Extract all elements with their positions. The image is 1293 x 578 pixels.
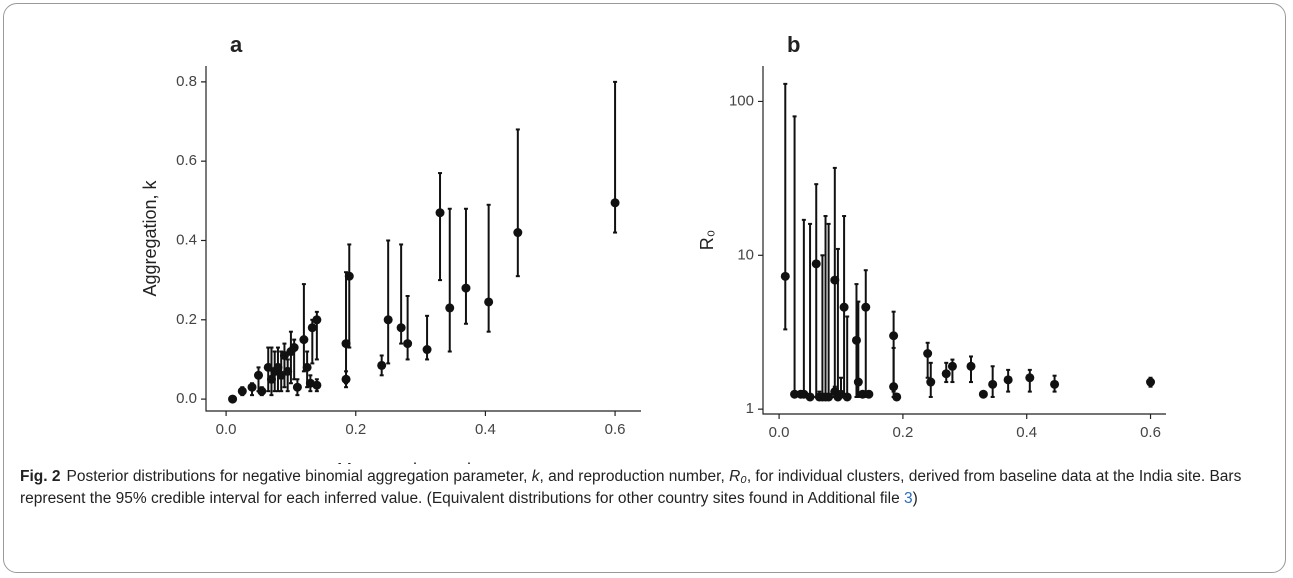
y-tick-label: 1 xyxy=(746,400,754,417)
point xyxy=(276,370,286,380)
y-tick-label: 0.0 xyxy=(176,390,197,407)
point xyxy=(926,377,936,387)
point xyxy=(396,323,406,333)
x-tick-label: 0.0 xyxy=(216,421,237,438)
point xyxy=(811,259,821,269)
x-tick-label: 0.0 xyxy=(769,424,790,441)
point xyxy=(422,345,432,355)
point xyxy=(344,271,354,281)
point xyxy=(403,339,413,349)
point xyxy=(864,389,874,399)
point xyxy=(254,370,264,380)
point xyxy=(805,392,815,402)
point xyxy=(289,343,299,353)
point xyxy=(988,379,998,389)
point xyxy=(312,315,322,325)
caption-text: k xyxy=(531,468,540,485)
point xyxy=(892,392,902,402)
y-tick-label: 100 xyxy=(729,92,754,109)
point xyxy=(299,335,309,345)
y-tick-label: 0.6 xyxy=(176,152,197,169)
x-tick-label: 0.2 xyxy=(892,424,913,441)
point xyxy=(842,392,852,402)
point xyxy=(610,198,620,208)
point xyxy=(461,283,471,293)
x-axis-title: Measured prevalence xyxy=(878,463,1051,464)
point xyxy=(513,228,523,238)
point xyxy=(283,366,293,376)
point xyxy=(1146,377,1156,387)
point xyxy=(302,362,312,372)
point xyxy=(839,302,849,312)
point xyxy=(853,377,863,387)
caption-text: R₀ xyxy=(729,468,747,485)
point xyxy=(292,382,302,392)
point xyxy=(307,323,317,333)
point xyxy=(266,374,276,384)
caption-text: Posterior distributions for negative bin… xyxy=(66,468,532,485)
caption-text: , for individual clusters, derived from … xyxy=(20,468,1242,507)
y-tick-label: 0.4 xyxy=(176,231,197,248)
point xyxy=(830,275,840,285)
point xyxy=(1003,375,1013,385)
point xyxy=(312,380,322,390)
point xyxy=(341,374,351,384)
point xyxy=(263,362,273,372)
caption-link[interactable]: 3 xyxy=(904,490,913,507)
point xyxy=(273,362,283,372)
point xyxy=(377,360,387,370)
point xyxy=(435,208,445,218)
point xyxy=(228,394,238,404)
y-axis-title: R₀ xyxy=(697,230,717,250)
caption-text: , and reproduction number, xyxy=(539,468,730,485)
point xyxy=(341,339,351,349)
panel-letter: b xyxy=(787,32,800,57)
point xyxy=(889,331,899,341)
x-tick-label: 0.4 xyxy=(1016,424,1037,441)
y-tick-label: 0.8 xyxy=(176,73,197,90)
point xyxy=(383,315,393,325)
x-tick-label: 0.6 xyxy=(1140,424,1161,441)
point xyxy=(889,382,899,392)
x-tick-label: 0.2 xyxy=(345,421,366,438)
caption-text: ) xyxy=(912,490,918,507)
point xyxy=(947,361,957,371)
chart: a 0.0 0.2 0.4 0.6 0.0 0.2 0.4 0.6 0.8 Measured pre… xyxy=(140,32,1166,464)
point xyxy=(824,392,834,402)
point xyxy=(966,361,976,371)
point xyxy=(851,335,861,345)
point xyxy=(484,297,494,307)
point xyxy=(861,302,871,312)
caption-label: Fig. 2 xyxy=(20,468,61,485)
x-tick-label: 0.4 xyxy=(475,421,496,438)
point xyxy=(790,389,800,399)
y-axis-title: Aggregation, k xyxy=(140,179,160,296)
point xyxy=(941,369,951,379)
point xyxy=(247,382,257,392)
point xyxy=(279,350,289,360)
point xyxy=(923,348,933,358)
y-tick-label: 10 xyxy=(737,246,754,263)
point xyxy=(1025,373,1035,383)
point xyxy=(978,389,988,399)
point xyxy=(237,386,247,396)
y-tick-label: 0.2 xyxy=(176,311,197,328)
point xyxy=(257,386,267,396)
point xyxy=(780,271,790,281)
panel-letter: a xyxy=(230,32,243,57)
point xyxy=(445,303,455,313)
point xyxy=(1050,379,1060,389)
x-tick-label: 0.6 xyxy=(605,421,626,438)
caption: Fig. 2 Posterior distributions for negati… xyxy=(20,466,1275,510)
point xyxy=(858,389,868,399)
x-axis-title: Measured prevalence xyxy=(337,460,510,464)
figure-frame: a 0.0 0.2 0.4 0.6 0.0 0.2 0.4 0.6 0.8 Measured pre… xyxy=(3,3,1286,573)
